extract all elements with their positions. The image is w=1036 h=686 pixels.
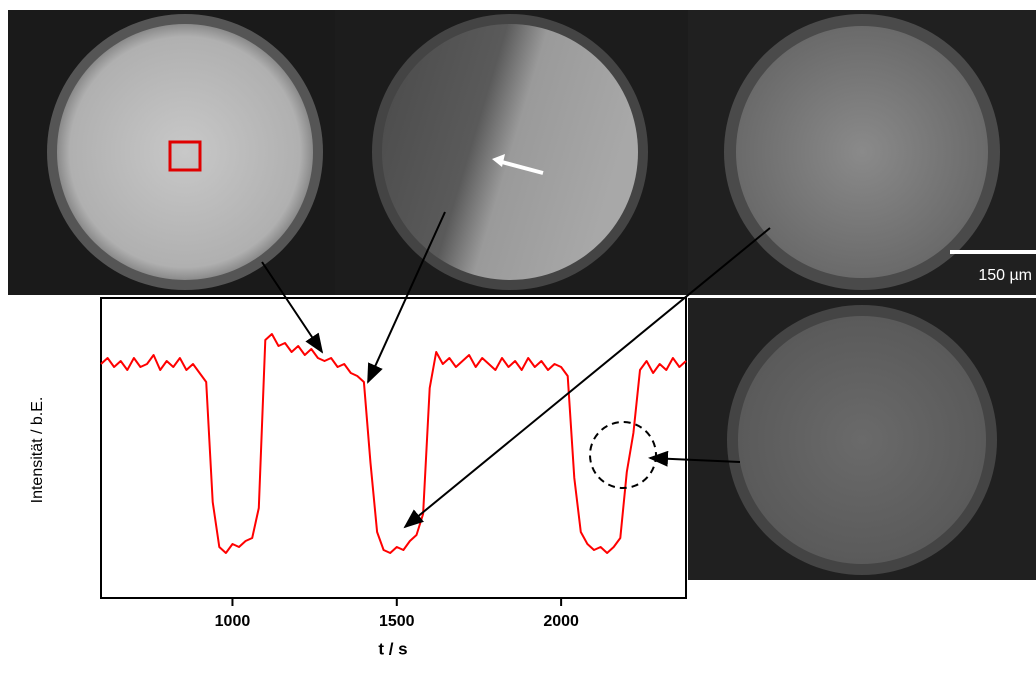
- arrow: [648, 450, 741, 467]
- x-tick-label: 2000: [543, 613, 579, 630]
- annotations: [261, 211, 771, 529]
- white-arrowhead: [492, 154, 505, 167]
- arrow: [261, 261, 324, 354]
- trace: [100, 333, 687, 554]
- x-tick-label: 1000: [215, 613, 251, 630]
- arrow: [367, 211, 446, 384]
- y-axis-label: Intensität / b.E.: [29, 397, 46, 504]
- plot-area: [100, 297, 687, 599]
- dish: [738, 316, 986, 564]
- dish: [382, 24, 638, 280]
- x-axis-label: t / s: [378, 639, 407, 658]
- roi-box: [168, 140, 202, 172]
- dish: [736, 26, 988, 278]
- white-arrow: [497, 159, 544, 175]
- x-tick-label: 1500: [379, 613, 415, 630]
- arrow: [403, 227, 771, 529]
- scale-bar-label: 150 µm: [978, 267, 1032, 284]
- chart: 1000 1500 2000: [100, 333, 687, 630]
- dish: [57, 24, 313, 280]
